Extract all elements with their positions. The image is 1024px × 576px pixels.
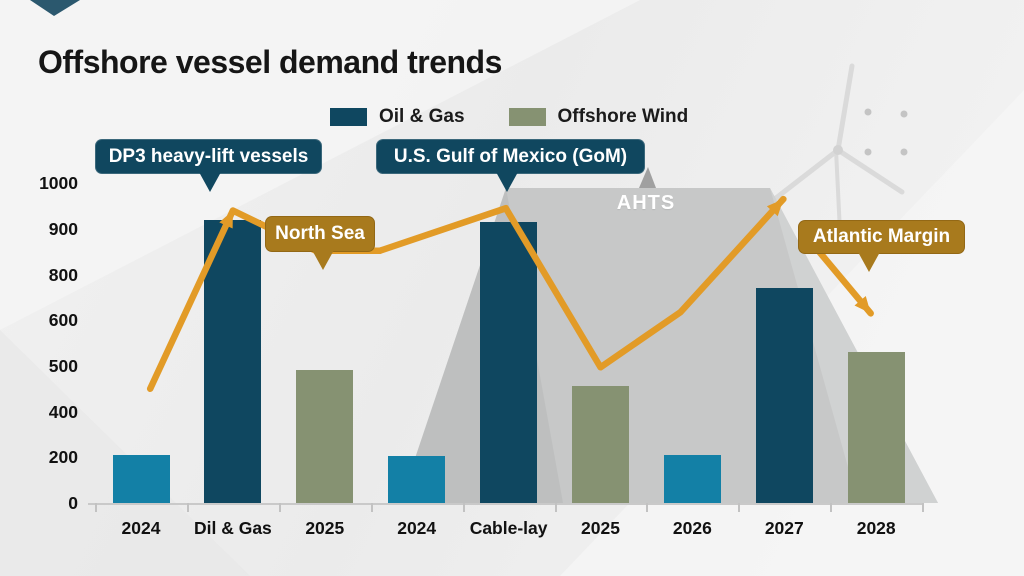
chart-bar — [388, 456, 446, 503]
chart-bar — [296, 370, 354, 503]
x-axis-tick — [738, 503, 741, 512]
x-axis-tick — [186, 503, 189, 512]
x-axis-tick — [462, 503, 465, 512]
mast-shape — [639, 167, 656, 188]
legend-label: Oil & Gas — [379, 106, 465, 127]
callout-north-sea: North Sea — [265, 216, 375, 270]
x-axis-label: Cable-lay — [469, 518, 548, 538]
y-axis-label: 900 — [48, 218, 78, 239]
legend-swatch-offshore-wind — [508, 108, 546, 126]
callout-tail — [496, 172, 518, 192]
x-axis-label: 2026 — [672, 518, 712, 538]
y-axis-label: 800 — [48, 264, 78, 285]
chart-bar — [480, 221, 538, 503]
callout-text: U.S. Gulf of Mexico (GoM) — [393, 145, 628, 167]
x-axis-tick — [646, 503, 649, 512]
legend-item-oil-gas: Oil & Gas — [330, 106, 465, 128]
background-facet — [0, 330, 250, 576]
x-axis-tick — [922, 503, 925, 512]
legend-item-offshore-wind: Offshore Wind — [508, 106, 689, 128]
callout-text: Atlantic Margin — [812, 226, 951, 247]
y-axis-label: 1000 — [39, 173, 78, 194]
callout-dp3-heavy-lift: DP3 heavy-lift vessels — [95, 139, 322, 192]
chart-bar — [847, 352, 905, 503]
x-axis-tick — [278, 503, 281, 512]
x-axis-tick — [370, 503, 373, 512]
callout-gulf-of-mexico: U.S. Gulf of Mexico (GoM) — [376, 139, 645, 192]
decor-dots — [864, 108, 908, 156]
callout-tail — [199, 172, 221, 192]
legend-label: Offshore Wind — [557, 106, 689, 127]
y-axis-label: 600 — [48, 310, 78, 331]
y-axis-label: 500 — [48, 355, 78, 376]
x-axis-label: 2024 — [397, 518, 437, 538]
chart-bar — [663, 455, 721, 503]
chart-bar — [572, 386, 629, 503]
callout-text: North Sea — [275, 223, 365, 244]
x-axis-tick — [554, 503, 557, 512]
callout-tail — [858, 252, 880, 272]
chart-bar — [755, 288, 813, 503]
callout-text: DP3 heavy-lift vessels — [108, 145, 309, 167]
callout-atlantic-margin: Atlantic Margin — [798, 220, 965, 272]
x-axis-tick — [95, 503, 97, 512]
x-axis-label: 2025 — [581, 518, 620, 538]
chart-bar — [204, 219, 262, 503]
legend-swatch-oil-gas — [330, 108, 367, 126]
x-axis-label: 2025 — [305, 518, 345, 538]
x-axis-label: 2028 — [856, 518, 896, 538]
y-axis-label: 400 — [48, 401, 78, 422]
turbine-hub — [833, 145, 843, 155]
x-axis-label: Dil & Gas — [193, 518, 272, 538]
corner-accent-shape — [30, 0, 80, 16]
chart-bar — [112, 455, 170, 503]
page-title: Offshore vessel demand trends — [38, 44, 502, 80]
ahts-label: AHTS — [616, 192, 676, 214]
chart-legend: Oil & Gas Offshore Wind — [330, 106, 688, 128]
x-axis-label: 2027 — [764, 518, 804, 538]
y-axis-label: 200 — [48, 447, 78, 468]
callout-tail — [312, 250, 334, 270]
x-axis-label: 2024 — [121, 518, 161, 538]
y-axis-label: 0 — [68, 493, 78, 513]
x-axis-tick — [830, 503, 833, 512]
x-axis-line — [88, 503, 922, 505]
